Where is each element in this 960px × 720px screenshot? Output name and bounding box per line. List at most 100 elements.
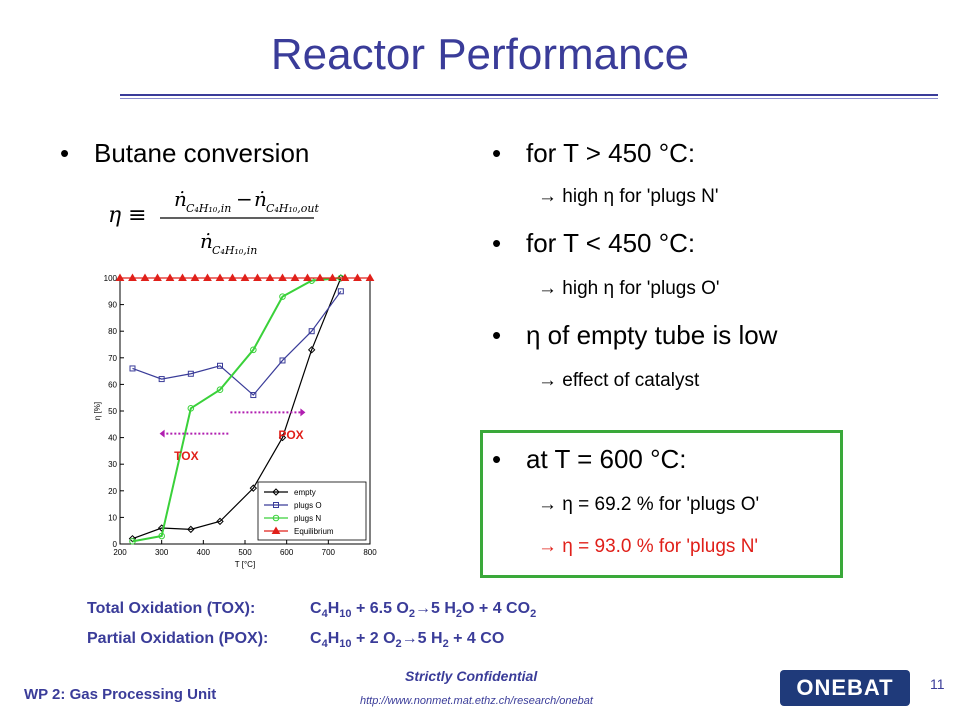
footer-wp: WP 2: Gas Processing Unit [24, 686, 217, 703]
equilibrium-point [290, 273, 300, 281]
plugs-o-point [187, 370, 194, 377]
plugs-o-point [217, 362, 223, 369]
empty-point [307, 346, 316, 354]
box-sub-1: → η = 69.2 % for 'plugs O' [538, 494, 760, 515]
x-tick-label: 600 [280, 548, 294, 557]
page-number: 11 [930, 676, 945, 692]
y-tick-label: 80 [108, 327, 117, 336]
equilibrium-point [115, 273, 125, 281]
right-sub-3: → effect of catalyst [538, 370, 700, 391]
box-bullet-text: at T = 600 °C: [526, 444, 687, 474]
equilibrium-point [165, 273, 175, 281]
x-axis-label: T [°C] [235, 560, 255, 569]
formula-n2-sub: C₄H₁₀,out [266, 202, 319, 215]
plugs-n-series-line [132, 277, 341, 543]
plugs-o-point [129, 365, 136, 372]
plugs-o-point [337, 288, 344, 295]
y-tick-label: 30 [108, 460, 117, 469]
y-tick-label: 40 [108, 434, 117, 443]
equilibrium-point [178, 273, 187, 281]
x-tick-label: 200 [113, 548, 127, 557]
equilibrium-point [190, 273, 200, 281]
tox-label: TOX [174, 449, 198, 463]
y-tick-label: 50 [108, 407, 117, 416]
x-tick-label: 400 [197, 548, 211, 557]
formula-lhs: η ≡ [108, 203, 147, 228]
y-tick-label: 60 [108, 380, 117, 389]
plugs-o-series-line [132, 290, 342, 396]
title-rule [120, 94, 938, 96]
pox-equation: C4H10 + 2 O2→5 H2 + 4 CO [310, 630, 505, 651]
right-bullet-3: • η of empty tube is low [492, 320, 778, 351]
y-tick-label: 100 [104, 274, 118, 283]
y-tick-label: 10 [108, 513, 117, 522]
plugs-n-point [216, 386, 224, 394]
box-sub-2: → η = 93.0 % for 'plugs N' [538, 536, 759, 557]
equilibrium-point [328, 273, 337, 281]
equilibrium-point [315, 273, 325, 281]
tox-label: Total Oxidation (TOX): [87, 600, 256, 617]
empty-point [187, 525, 195, 534]
equilibrium-point [278, 273, 287, 281]
formula-den: ṅ [200, 229, 213, 253]
left-bullet-text: Butane conversion [94, 138, 310, 168]
right-sub-2: → high η for 'plugs O' [538, 278, 720, 299]
legend-empty-point [272, 488, 280, 496]
empty-point [216, 517, 224, 526]
formula-n1-sub: C₄H₁₀,in [186, 202, 231, 215]
right-bullet-2: • for T < 450 °C: [492, 228, 696, 259]
right-bullet-2-text: for T < 450 °C: [526, 228, 696, 258]
equilibrium-point [340, 273, 350, 281]
plugs-o-point [250, 392, 257, 399]
y-axis-label: η [%] [93, 402, 102, 420]
plugs-n-point [250, 346, 257, 354]
formula-minus: − [236, 187, 253, 211]
x-tick-label: 800 [363, 548, 377, 557]
legend-label-plugs-n: plugs N [294, 514, 321, 523]
x-tick-label: 500 [238, 548, 252, 557]
equilibrium-point [203, 273, 212, 281]
left-bullet: • Butane conversion [60, 138, 310, 169]
right-bullet-3-text: η of empty tube is low [526, 320, 778, 350]
x-tick-label: 700 [322, 548, 336, 557]
footer-url[interactable]: http://www.nonmet.mat.ethz.ch/research/o… [360, 695, 593, 707]
title-rule-thin [120, 98, 938, 99]
equilibrium-point [228, 273, 237, 281]
highlight-box [480, 430, 843, 578]
right-sub-1: → high η for 'plugs N' [538, 186, 719, 207]
equilibrium-point [153, 273, 162, 281]
butane-conversion-chart: 0 10 20 30 40 50 60 70 80 90 100 200 300 400 500 600 700… [93, 273, 377, 569]
equilibrium-point [140, 273, 150, 281]
pox-label: POX [278, 428, 303, 442]
equilibrium-point [128, 273, 137, 281]
bullet-dot: • [60, 138, 70, 168]
plugs-o-point [308, 328, 315, 335]
bullet-dot: • [492, 320, 502, 350]
empty-point [278, 433, 287, 442]
legend-equilibrium-point [271, 526, 281, 534]
y-tick-label: 0 [113, 540, 118, 549]
legend-plugs-n-point [272, 514, 280, 522]
tox-equation: C4H10 + 6.5 O2→5 H2O + 4 CO2 [310, 600, 537, 621]
equilibrium-point [253, 273, 262, 281]
y-tick-label: 20 [108, 487, 117, 496]
onebat-logo: ONEBAT [780, 670, 910, 706]
plugs-o-point [279, 357, 286, 364]
y-tick-label: 90 [108, 301, 117, 310]
plugs-n-point [158, 532, 165, 540]
bullet-dot: • [492, 228, 502, 258]
plugs-n-point [187, 405, 195, 412]
equilibrium-point [353, 273, 362, 281]
legend-label-equilibrium: Equilibrium [294, 527, 334, 536]
right-bullet-1: • for T > 450 °C: [492, 138, 695, 169]
pox-label: Partial Oxidation (POX): [87, 630, 269, 647]
equilibrium-point [303, 273, 312, 281]
x-tick-label: 300 [155, 548, 169, 557]
legend-label-empty: empty [294, 488, 316, 497]
empty-point [128, 534, 137, 543]
y-tick-label: 70 [108, 354, 117, 363]
empty-point [249, 484, 258, 492]
formula-n1: ṅ [174, 187, 187, 211]
plugs-o-point [158, 376, 165, 383]
tox-arrow-head [159, 429, 165, 438]
